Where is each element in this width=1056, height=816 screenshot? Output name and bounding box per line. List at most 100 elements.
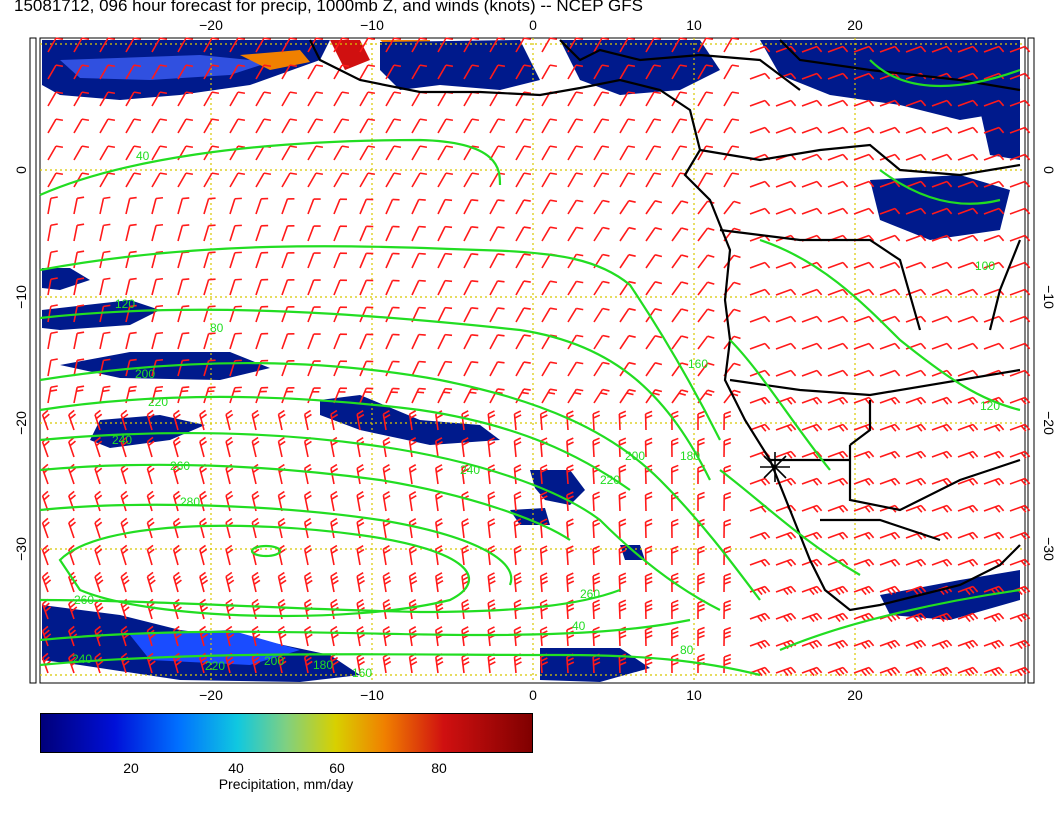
wind-barb xyxy=(957,504,979,513)
contour-label: 240 xyxy=(72,652,92,666)
wind-barb xyxy=(281,37,298,53)
contour-label: 220 xyxy=(148,395,168,409)
wind-barb xyxy=(99,145,116,161)
wind-barb xyxy=(411,225,426,242)
wind-barb xyxy=(541,64,558,80)
contour-label: 160 xyxy=(688,357,708,371)
wind-barb xyxy=(99,277,111,296)
wind-barb xyxy=(73,196,85,215)
wind-barb xyxy=(723,518,732,539)
wind-barb xyxy=(120,544,129,566)
wind-barb xyxy=(385,64,402,80)
wind-barb xyxy=(957,450,979,459)
wind-barb xyxy=(749,315,771,323)
wind-barb xyxy=(749,639,771,650)
wind-barb xyxy=(697,172,714,188)
wind-barb xyxy=(645,64,662,80)
wind-barb xyxy=(385,360,400,377)
wind-barb xyxy=(541,280,558,296)
wind-barb xyxy=(99,223,111,242)
wind-barb xyxy=(333,64,350,80)
wind-barb xyxy=(513,545,522,566)
wind-barb xyxy=(330,463,339,485)
wind-barb xyxy=(879,423,901,432)
wind-barb xyxy=(385,172,402,188)
wind-barb xyxy=(853,477,875,486)
wind-barb xyxy=(437,387,453,404)
wind-barb xyxy=(931,99,953,107)
wind-barb xyxy=(177,118,194,134)
x-tick-top: 10 xyxy=(686,17,702,33)
wind-barb xyxy=(330,517,339,539)
contour-label: 220 xyxy=(600,473,620,487)
wind-barb xyxy=(359,306,374,323)
wind-barb xyxy=(359,225,374,242)
wind-barb xyxy=(983,99,1005,107)
wind-barb xyxy=(801,72,823,80)
wind-barb xyxy=(99,304,111,323)
wind-barb xyxy=(723,653,732,674)
right-axis-bar xyxy=(1027,37,1035,684)
wind-barb xyxy=(172,571,182,593)
wind-barb xyxy=(463,279,479,296)
wind-barb xyxy=(307,145,324,161)
wind-barb xyxy=(775,369,797,377)
wind-barb xyxy=(120,409,129,431)
wind-barb xyxy=(931,558,953,567)
wind-barb xyxy=(567,307,584,323)
wind-barb xyxy=(697,227,715,242)
wind-barb xyxy=(957,261,979,269)
wind-barb xyxy=(1009,288,1031,296)
wind-barb xyxy=(47,250,58,269)
wind-barb xyxy=(749,423,771,432)
wind-barb xyxy=(827,666,849,677)
wind-barb xyxy=(515,172,532,188)
wind-barb xyxy=(801,126,823,134)
wind-barb xyxy=(853,261,875,269)
wind-barb xyxy=(41,517,50,539)
wind-barb xyxy=(172,544,181,566)
wind-barb xyxy=(203,386,216,404)
wind-barb xyxy=(775,558,797,567)
wind-barb xyxy=(359,252,374,269)
wind-barb xyxy=(1009,423,1031,432)
coastlines xyxy=(309,39,1022,612)
wind-barb xyxy=(619,307,636,323)
wind-barb xyxy=(1009,396,1031,405)
wind-barb xyxy=(905,234,927,242)
wind-barb xyxy=(749,531,771,540)
wind-barb xyxy=(281,172,298,188)
wind-barb xyxy=(827,180,849,188)
wind-barb xyxy=(671,281,689,296)
y-tick-right: −10 xyxy=(1041,285,1056,309)
wind-barb xyxy=(905,396,927,405)
wind-barb xyxy=(879,234,901,242)
wind-barb xyxy=(356,409,365,431)
wind-barb xyxy=(385,118,402,134)
wind-barb xyxy=(566,572,575,593)
wind-barb xyxy=(73,145,90,161)
wind-barb xyxy=(983,531,1005,540)
wind-barb xyxy=(593,37,610,53)
wind-barb xyxy=(905,639,927,650)
wind-barb xyxy=(437,279,453,296)
wind-barb xyxy=(827,639,849,650)
wind-barb xyxy=(203,278,216,296)
wind-barb xyxy=(463,387,479,404)
wind-barb xyxy=(801,342,823,350)
wind-barb xyxy=(281,118,298,134)
wind-barb xyxy=(177,37,194,53)
wind-barb xyxy=(199,544,208,566)
wind-barb xyxy=(411,252,426,269)
x-tick-bottom: 0 xyxy=(529,687,537,703)
wind-barb xyxy=(853,666,875,677)
wind-barb xyxy=(566,518,574,539)
colorbar-tick: 60 xyxy=(329,760,345,776)
wind-barb xyxy=(303,544,312,566)
wind-barb xyxy=(879,45,901,53)
wind-barb xyxy=(359,64,376,80)
wind-barb xyxy=(68,490,76,512)
y-tick-left: −10 xyxy=(13,285,29,309)
wind-barb xyxy=(177,278,190,296)
wind-barb xyxy=(94,544,103,566)
